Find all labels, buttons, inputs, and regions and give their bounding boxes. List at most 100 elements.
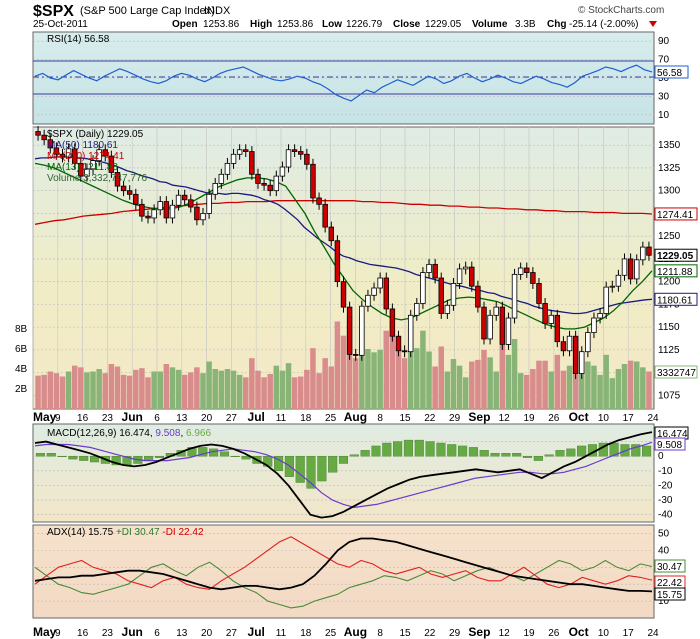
volume-bar [487,357,493,409]
candle-body [304,153,310,165]
price-grid [32,127,654,409]
x-tick-label: 20 [201,628,213,639]
volume-value: 3332747 [657,368,696,379]
x-tick-label: May [33,410,57,424]
adx-legend-plus: +DI 30.47 [116,527,160,538]
macd-hist-bar [642,445,652,457]
x-tick-label: 10 [598,413,610,424]
volume-bar [505,354,512,409]
candle-body [517,267,524,275]
volume-bar [450,359,457,409]
candle-body [420,272,426,304]
candle-body [585,332,591,353]
candle-body [206,193,212,214]
price-value-tag-label: 1211.88 [657,267,693,278]
price-tick-label: 1250 [658,231,681,242]
candle-body [71,148,78,164]
macd-hist-bar [219,451,229,457]
volume-bar [566,365,573,409]
macd-hist-bar [338,455,349,464]
adx-legend-minus: -DI 22.42 [162,527,204,538]
volume-axis: 8B 6B 4B 2B 3332747 [15,324,698,395]
volume-bar [517,373,524,409]
volume-value-tag [654,365,698,379]
x-tick-label: 8 [377,628,383,639]
rsi-tick-label: 90 [658,36,670,47]
volume-bar [224,369,231,409]
candle-body [188,199,194,208]
volume-bar [53,373,60,409]
candle-body [224,162,231,175]
candle-body [401,350,408,353]
candle-body [200,213,206,221]
volume-bar [536,360,542,409]
signal-value: 9.508 [657,440,682,451]
price-tick-label: 1125 [658,345,680,356]
volume-bar [389,334,396,409]
volume-bar [139,368,145,409]
x-tick-label: 27 [226,413,238,424]
high-label: High [250,19,272,30]
volume-bar [285,363,292,409]
candle-body [243,149,249,152]
candle-body [163,201,170,219]
macd-tick-label: -10 [658,466,673,477]
macd-hist-bar [274,455,284,472]
candle-body [316,197,322,205]
plus-di-tag [654,559,686,573]
volume-bar [524,374,530,409]
volume-bar [499,344,506,409]
x-tick-label: 12 [499,413,511,424]
candle-body [249,151,255,175]
volume-bar [71,365,78,409]
volume-bar [597,374,603,409]
x-tick-label: Oct [569,625,589,639]
macd-hist-bar [436,442,446,457]
volume-bar [585,361,591,409]
macd-hist-bar [90,455,100,463]
macd-hist-bar [447,444,457,457]
volume-bar [322,358,328,409]
macd-hist-bar [479,450,489,457]
macd-hist-bar [317,455,327,482]
x-tick-label: 15 [399,413,411,424]
x-tick-label: 26 [548,628,560,639]
candle-body [340,281,347,308]
x-tick-label: 23 [102,413,114,424]
candle-body [47,139,53,149]
candle-body [285,149,292,168]
candle-body [444,304,451,314]
volume-value: 3.3B [515,19,536,30]
volume-bar [475,359,481,409]
volume-bar [627,360,634,409]
ma13-legend: MA(13) 1211.88 [47,162,118,173]
candle-body [389,308,396,337]
macd-hist-bar [490,453,500,457]
volume-bar [163,364,170,409]
candle-body [462,266,469,270]
x-tick-label: 16 [77,628,89,639]
rsi-tick-label: 10 [658,110,670,121]
chg-value: -25.14 (-2.00%) [569,19,638,30]
price-tick-label: 1325 [658,163,681,174]
candle-body [554,314,561,343]
candle-body [548,314,554,324]
price-tick-label: 1075 [658,390,681,401]
plus-di-value: 30.47 [657,562,682,573]
ma200-legend: MA(200) 1274.41 [47,151,125,162]
volume-bar [255,370,261,409]
candle-body [175,194,182,206]
x-tick-label: 18 [300,628,312,639]
macd-hist-bar [68,455,78,460]
volume-bar [279,370,286,409]
rsi-value-tag [654,65,689,79]
high-value: 1253.86 [277,19,314,30]
candle-body [90,160,96,170]
macd-legend-macd: 16.474 [119,428,150,439]
candle-body [377,277,383,289]
x-tick-label: 24 [647,413,659,424]
volume-bar [444,371,451,409]
price-value-tag-label: 1180.61 [657,295,693,306]
macd-hist-bar [382,442,392,457]
